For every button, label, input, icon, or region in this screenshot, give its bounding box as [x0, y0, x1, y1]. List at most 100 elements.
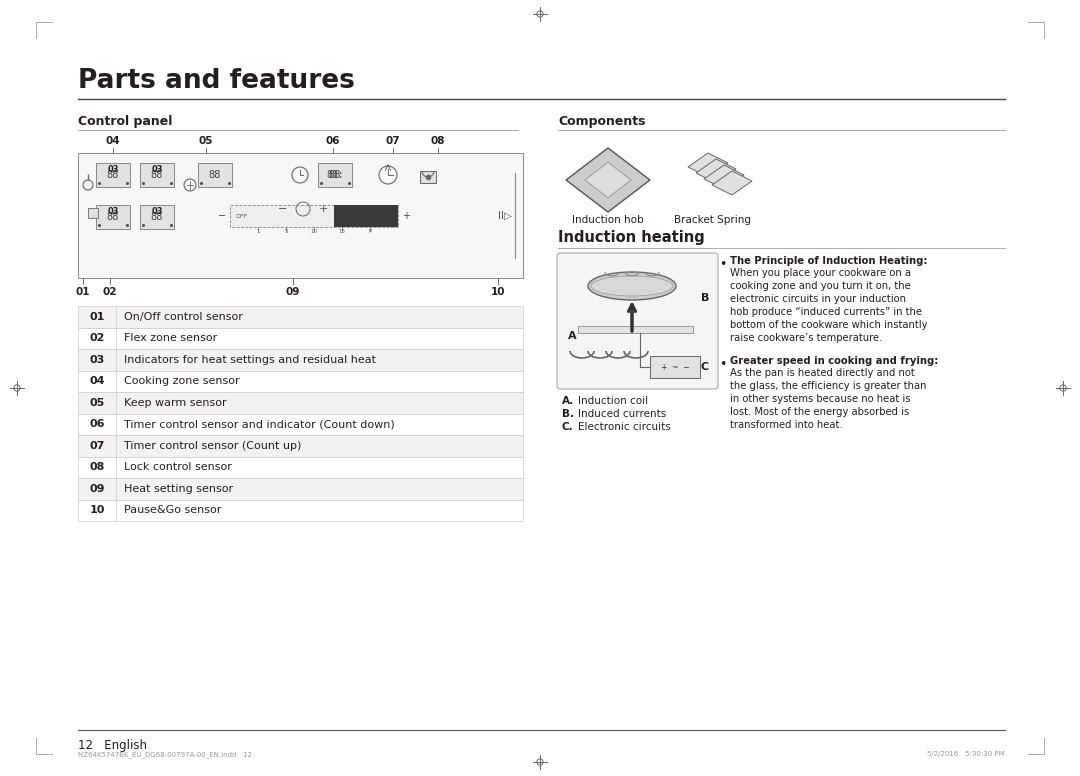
Text: 03: 03: [90, 355, 105, 365]
Text: 03: 03: [107, 165, 119, 174]
Text: 02: 02: [90, 333, 105, 343]
Bar: [198, 163, 232, 187]
Text: Induced currents: Induced currents: [578, 409, 666, 419]
Text: Parts and features: Parts and features: [78, 68, 355, 94]
Bar: [78, 306, 523, 327]
Text: Induction coil: Induction coil: [578, 396, 648, 406]
Bar: [420, 171, 436, 183]
Bar: [96, 205, 130, 229]
Text: 09: 09: [90, 483, 105, 494]
Text: 88: 88: [151, 170, 163, 180]
Text: Electronic circuits: Electronic circuits: [578, 422, 671, 432]
Bar: [140, 163, 174, 187]
Text: Bracket Spring: Bracket Spring: [675, 215, 752, 225]
Text: When you place your cookware on a
cooking zone and you turn it on, the
electroni: When you place your cookware on a cookin…: [730, 268, 928, 343]
Text: Heat setting sensor: Heat setting sensor: [124, 483, 233, 494]
Text: 88: 88: [328, 170, 341, 180]
Text: Cooking zone sensor: Cooking zone sensor: [124, 376, 240, 386]
Text: 01: 01: [90, 312, 105, 322]
Text: Induction heating: Induction heating: [558, 230, 705, 245]
Bar: [650, 356, 700, 378]
Text: 88: 88: [107, 212, 119, 222]
Bar: [78, 456, 523, 478]
Text: 5: 5: [284, 229, 287, 234]
Text: 1: 1: [256, 229, 260, 234]
Text: 04: 04: [90, 376, 105, 386]
Bar: [78, 370, 523, 392]
Text: P: P: [368, 229, 372, 234]
Polygon shape: [688, 153, 728, 177]
Text: Timer control sensor (Count up): Timer control sensor (Count up): [124, 441, 301, 451]
Text: 05: 05: [199, 136, 213, 146]
Text: 07: 07: [386, 136, 401, 146]
Text: Flex zone sensor: Flex zone sensor: [124, 333, 217, 343]
Bar: [78, 435, 523, 456]
Text: 09: 09: [286, 287, 300, 297]
FancyBboxPatch shape: [557, 253, 718, 389]
Text: −: −: [218, 211, 226, 221]
Bar: [334, 205, 399, 227]
Bar: [578, 326, 693, 333]
Text: NZ64K5747BK_EU_DG68-00797A-00_EN.indd   12: NZ64K5747BK_EU_DG68-00797A-00_EN.indd 12: [78, 751, 252, 757]
Text: −: −: [279, 204, 287, 214]
Text: Indicators for heat settings and residual heat: Indicators for heat settings and residua…: [124, 355, 376, 365]
Text: OFF: OFF: [237, 213, 248, 219]
Text: 12   English: 12 English: [78, 739, 147, 752]
Polygon shape: [704, 165, 744, 189]
Text: 15: 15: [338, 229, 346, 234]
Text: 03: 03: [151, 206, 163, 216]
Text: Lock control sensor: Lock control sensor: [124, 462, 232, 473]
Text: 5/2/2016   5:30:30 PM: 5/2/2016 5:30:30 PM: [928, 751, 1005, 757]
Text: 88: 88: [151, 212, 163, 222]
Text: Parts and features: Parts and features: [16, 463, 25, 546]
Bar: [318, 163, 352, 187]
Text: 08: 08: [90, 462, 105, 473]
Text: 10: 10: [90, 505, 105, 515]
Bar: [78, 349, 523, 370]
Text: On/Off control sensor: On/Off control sensor: [124, 312, 243, 322]
Ellipse shape: [591, 276, 673, 296]
Bar: [78, 414, 523, 435]
Polygon shape: [696, 159, 735, 183]
Text: 06: 06: [326, 136, 340, 146]
Text: 04: 04: [106, 136, 120, 146]
Text: 08: 08: [431, 136, 445, 146]
Text: +: +: [319, 204, 327, 214]
Text: B.: B.: [562, 409, 573, 419]
Text: The Principle of Induction Heating:: The Principle of Induction Heating:: [730, 256, 928, 266]
Text: A.: A.: [562, 396, 575, 406]
Text: 88:: 88:: [326, 170, 343, 180]
Text: 88: 88: [107, 170, 119, 180]
Bar: [78, 500, 523, 521]
Text: 05: 05: [90, 398, 105, 407]
Text: 03: 03: [107, 206, 119, 216]
Text: 06: 06: [90, 419, 105, 429]
Text: 88: 88: [208, 170, 221, 180]
Text: II▷: II▷: [498, 210, 512, 220]
Text: 02: 02: [103, 287, 118, 297]
Text: A: A: [568, 331, 577, 341]
Text: Timer control sensor and indicator (Count down): Timer control sensor and indicator (Coun…: [124, 419, 395, 429]
Text: 03: 03: [151, 165, 163, 174]
Text: •: •: [719, 258, 727, 271]
Bar: [87, 208, 98, 218]
Text: +: +: [402, 211, 410, 221]
Bar: [230, 205, 399, 227]
Bar: [140, 205, 174, 229]
Text: 01: 01: [76, 287, 91, 297]
Bar: [78, 478, 523, 500]
Text: •: •: [719, 358, 727, 371]
Text: +  ~  −: + ~ −: [661, 362, 689, 372]
Ellipse shape: [588, 272, 676, 300]
Text: Keep warm sensor: Keep warm sensor: [124, 398, 227, 407]
Text: Components: Components: [558, 115, 646, 128]
Text: 10: 10: [311, 229, 318, 234]
Bar: [78, 392, 523, 414]
Polygon shape: [566, 148, 650, 212]
Text: Control panel: Control panel: [78, 115, 173, 128]
Text: As the pan is heated directly and not
the glass, the efficiency is greater than
: As the pan is heated directly and not th…: [730, 368, 927, 430]
Text: C: C: [701, 362, 710, 372]
Text: 07: 07: [90, 441, 105, 451]
Text: B: B: [701, 293, 710, 303]
Polygon shape: [585, 162, 631, 198]
